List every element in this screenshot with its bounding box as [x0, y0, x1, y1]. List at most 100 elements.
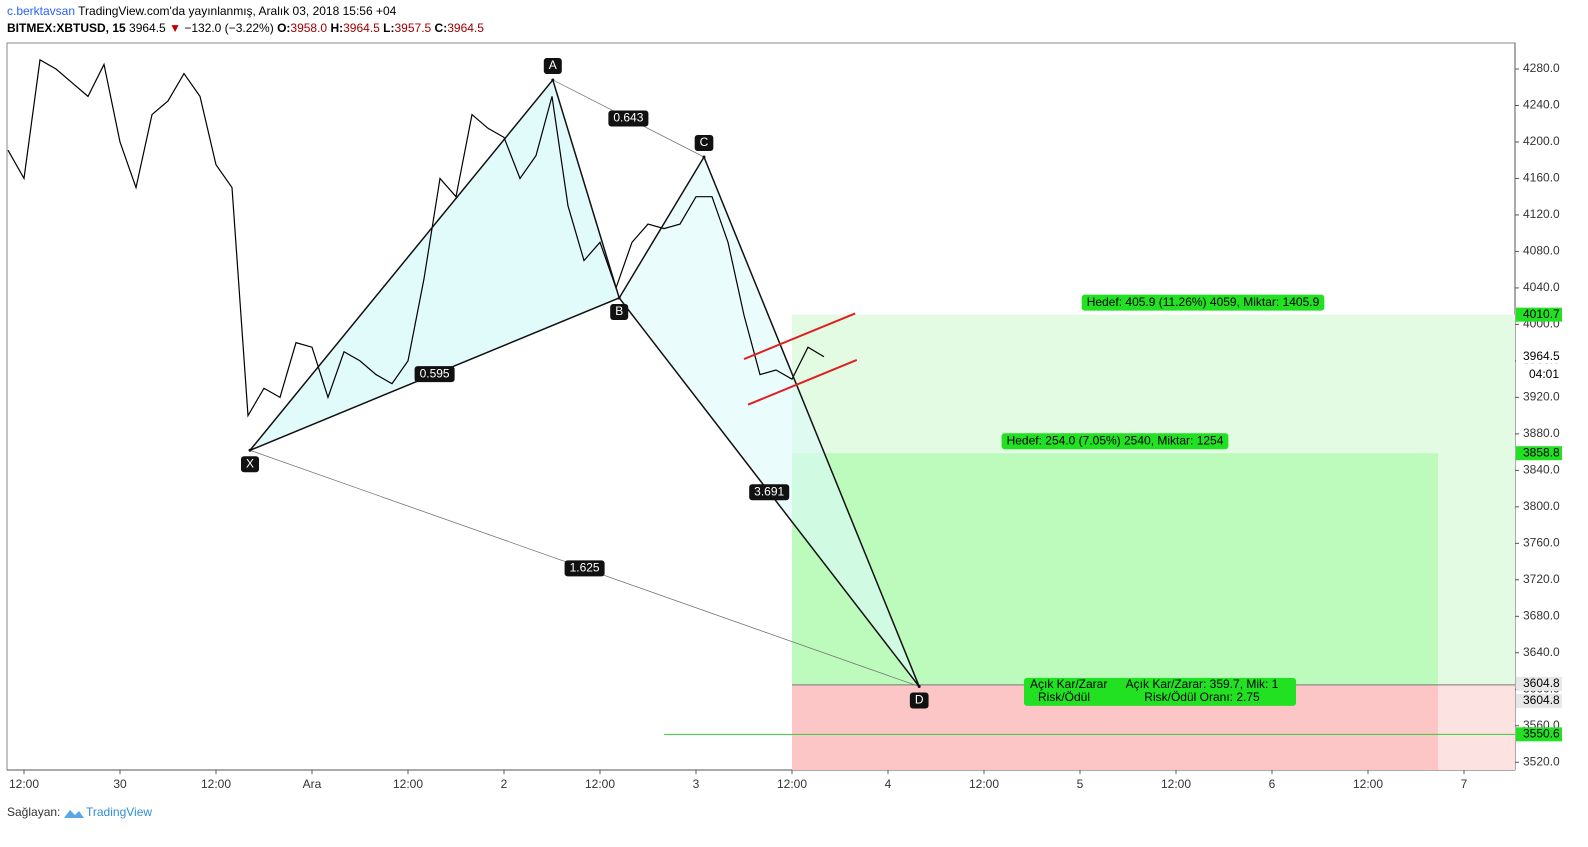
- last-price: 3964.5: [129, 21, 166, 35]
- axis-price-bg: [1516, 676, 1562, 691]
- ratio-label-group: 0.643: [608, 110, 649, 127]
- point-label-bg: [240, 456, 260, 473]
- x-tick-label: 12:00: [969, 777, 999, 791]
- y-tick-label: 3680.0: [1523, 608, 1560, 622]
- footer-brand[interactable]: TradingView: [86, 805, 152, 819]
- pnl-label-behind: Açık Kar/Zarar: [1030, 677, 1107, 691]
- profit-zone-inner: [792, 453, 1438, 685]
- point-label-bg: [909, 692, 929, 709]
- ratio-label-bg: [564, 560, 605, 577]
- x-tick-label: 3: [693, 777, 700, 791]
- pnl-label: Açık Kar/Zarar: 359.7, Mik: 1: [1126, 677, 1279, 691]
- x-tick-label: 12:00: [201, 777, 231, 791]
- target-near-label-group: Hedef: 254.0 (7.05%) 2540, Miktar: 1254: [1001, 433, 1229, 450]
- change-arrow: ▼: [169, 21, 181, 35]
- pattern-point: [248, 448, 252, 452]
- point-label-group: C: [694, 135, 714, 152]
- symbol: BITMEX:XBTUSD, 15: [7, 21, 126, 35]
- ratio-label-group: 3.691: [749, 484, 790, 501]
- ratio-label: 0.643: [613, 111, 643, 125]
- ohlc-key: L:: [383, 21, 394, 35]
- x-tick-label: 12:00: [1161, 777, 1191, 791]
- y-tick-label: 4240.0: [1523, 98, 1560, 112]
- change: −132.0 (−3.22%): [184, 21, 273, 35]
- pattern-point: [551, 78, 555, 82]
- x-tick-label: 12:00: [9, 777, 39, 791]
- target-far-label-bg: [1081, 294, 1325, 311]
- x-tick-label: 12:00: [1353, 777, 1383, 791]
- point-label-group: A: [543, 57, 562, 74]
- y-tick-label: 3800.0: [1523, 499, 1560, 513]
- point-label: D: [915, 693, 924, 707]
- channel-line: [743, 312, 856, 360]
- point-label: X: [246, 456, 254, 470]
- axis-price-label: 3858.8: [1523, 445, 1560, 459]
- axis-price-bg: [1516, 693, 1562, 708]
- axis-price-label: 4010.7: [1523, 307, 1560, 321]
- ohlc-value: 3964.5: [447, 21, 484, 35]
- y-tick-label: 4280.0: [1523, 61, 1560, 75]
- ohlc-key: C:: [435, 21, 448, 35]
- axis-price-bg: [1516, 349, 1562, 364]
- header-line-1: c.berktavsan TradingView.com'da yayınlan…: [7, 4, 397, 18]
- target-far-label: Hedef: 405.9 (11.26%) 4059, Miktar: 1405…: [1087, 295, 1320, 309]
- y-tick-label: 3880.0: [1523, 426, 1560, 440]
- y-tick-label: 4080.0: [1523, 244, 1560, 258]
- axis-price-bg: [1516, 727, 1562, 742]
- x-tick-label: 4: [885, 777, 892, 791]
- pattern-point: [917, 685, 921, 689]
- axis-price-bg: [1516, 446, 1562, 461]
- y-tick-label: 4040.0: [1523, 280, 1560, 294]
- ratio-label: 0.595: [420, 366, 450, 380]
- x-tick-label: 12:00: [777, 777, 807, 791]
- axis-price-label: 3550.6: [1523, 727, 1560, 741]
- point-label: B: [615, 304, 623, 318]
- pattern-fill: [250, 79, 620, 451]
- x-tick-label: 7: [1461, 777, 1468, 791]
- ratio-label: 1.625: [570, 561, 600, 575]
- x-tick-label: 5: [1077, 777, 1084, 791]
- y-tick-label: 3760.0: [1523, 535, 1560, 549]
- ratio-label-bg: [749, 484, 790, 501]
- axis-price-label: 3964.5: [1523, 349, 1560, 363]
- ohlc-key: O:: [277, 21, 290, 35]
- ohlc-value: 3958.0: [290, 21, 327, 35]
- ratio-label-group: 1.625: [564, 560, 605, 577]
- author: c.berktavsan: [7, 4, 75, 18]
- point-label-group: D: [909, 692, 929, 709]
- footer-prefix: Sağlayan:: [7, 805, 60, 819]
- x-tick-label: Ara: [303, 777, 322, 791]
- point-label-group: X: [240, 456, 260, 473]
- point-label-group: B: [610, 303, 629, 320]
- ratio-label-bg: [414, 366, 455, 383]
- ohlc-value: 3957.5: [395, 21, 432, 35]
- channel-line: [747, 359, 858, 406]
- y-tick-label: 3640.0: [1523, 645, 1560, 659]
- x-tick-label: 12:00: [585, 777, 615, 791]
- x-tick-label: 12:00: [393, 777, 423, 791]
- target-near-label: Hedef: 254.0 (7.05%) 2540, Miktar: 1254: [1007, 433, 1224, 447]
- axis-price-label: 3604.8: [1523, 676, 1560, 690]
- point-label-bg: [543, 57, 562, 74]
- ratio-label-behind: Risk/Ödül: [1038, 690, 1090, 704]
- y-tick-label: 4200.0: [1523, 134, 1560, 148]
- published: TradingView.com'da yayınlanmış, Aralık 0…: [78, 4, 396, 18]
- pnl-label-behind-bg: [1024, 677, 1114, 706]
- price-line: [7, 58, 825, 418]
- y-tick-label: 3720.0: [1523, 572, 1560, 586]
- pattern-point: [702, 155, 706, 159]
- y-tick-label: 4120.0: [1523, 207, 1560, 221]
- y-tick-label: 4160.0: [1523, 171, 1560, 185]
- axis-price-bg: [1516, 307, 1562, 322]
- point-label-bg: [694, 135, 714, 152]
- y-tick-label: 3920.0: [1523, 390, 1560, 404]
- logo-icon: [64, 810, 84, 818]
- x-tick-label: 2: [501, 777, 508, 791]
- ratio-label: 3.691: [754, 484, 784, 498]
- target-far-label-group: Hedef: 405.9 (11.26%) 4059, Miktar: 1405…: [1081, 294, 1325, 311]
- pattern-point: [617, 296, 621, 300]
- point-label: A: [549, 58, 557, 72]
- axis-price-label: 3604.8: [1523, 693, 1560, 707]
